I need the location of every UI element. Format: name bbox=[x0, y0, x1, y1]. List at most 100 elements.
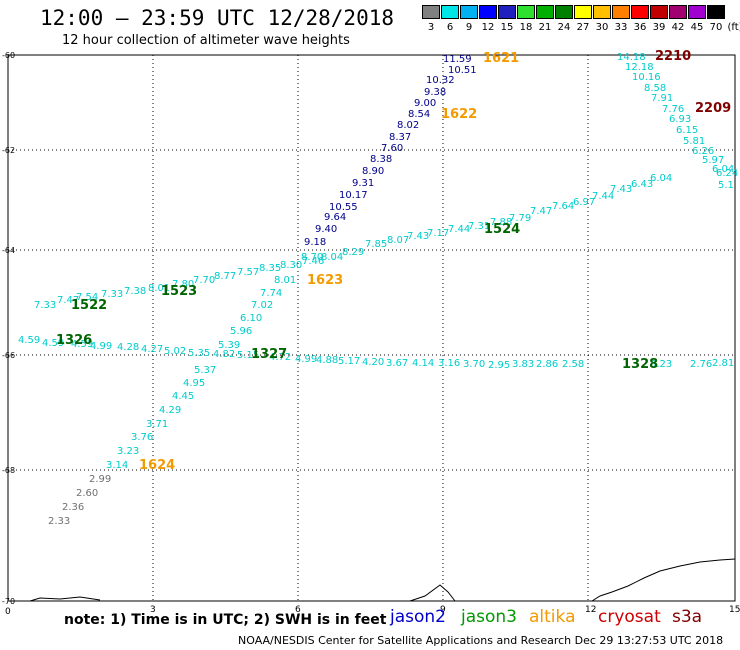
y-tick-label: -70 bbox=[2, 597, 15, 606]
legend-jason2: jason2 bbox=[390, 607, 446, 627]
chart-title: 12:00 – 23:59 UTC 12/28/2018 bbox=[40, 6, 395, 30]
time-label: 1621 bbox=[483, 51, 519, 66]
swh-value: 7.31 bbox=[468, 221, 490, 232]
swh-value: 6.04 bbox=[650, 173, 672, 184]
swh-value: 5.02 bbox=[164, 346, 186, 357]
altimeter-tracks: 11.5910.5110.329.389.008.548.028.377.608… bbox=[18, 52, 738, 527]
legend-swatch bbox=[631, 5, 649, 19]
swh-value: 5.17 bbox=[338, 356, 360, 367]
swh-value: 6.93 bbox=[669, 114, 691, 125]
swh-value: 6.10 bbox=[240, 313, 262, 324]
legend-swatch bbox=[688, 5, 706, 19]
swh-value: 3.23 bbox=[650, 359, 672, 370]
swh-value: 9.38 bbox=[424, 87, 446, 98]
swh-value: 4.28 bbox=[117, 342, 139, 353]
legend-swatch bbox=[498, 5, 516, 19]
swh-value: 10.16 bbox=[632, 72, 661, 83]
y-tick-label: -60 bbox=[2, 51, 15, 60]
time-label: 1327 bbox=[251, 347, 287, 362]
time-labels: 1621 1622 1623 1624 2210 2209 1524 1523 1522 1326… bbox=[56, 49, 731, 473]
swh-value: 14.18 bbox=[617, 52, 646, 63]
y-tick-label: -68 bbox=[2, 466, 15, 475]
swh-value: 4.99 bbox=[90, 341, 112, 352]
swh-value: 7.02 bbox=[251, 300, 273, 311]
swh-value: 8.38 bbox=[370, 154, 392, 165]
legend-bin-label: 9 bbox=[465, 22, 473, 33]
swh-value: 5.1 bbox=[718, 180, 734, 191]
swh-value: 2.76 bbox=[690, 359, 712, 370]
swh-value: 11.59 bbox=[443, 54, 472, 65]
swh-value: 7.38 bbox=[124, 286, 146, 297]
legend-bin-label: 42 bbox=[671, 22, 685, 33]
time-label: 2209 bbox=[695, 101, 731, 116]
axis-tick-labels: 0 3 6 9 12 15 -60 -62 -64 -66 -68 -70 bbox=[2, 51, 740, 617]
grid-lines bbox=[8, 55, 735, 601]
swh-value: 8.77 bbox=[214, 271, 236, 282]
swh-value: 3.70 bbox=[463, 359, 485, 370]
legend-swatch bbox=[555, 5, 573, 19]
swh-value: 4.72 bbox=[269, 352, 291, 363]
swh-value: 8.29 bbox=[342, 247, 364, 258]
x-tick-label: 0 bbox=[5, 607, 11, 617]
swh-value: 4.45 bbox=[172, 391, 194, 402]
legend-bin-label: 70 bbox=[709, 22, 723, 33]
swh-value: 7.17 bbox=[427, 228, 449, 239]
legend-swatch bbox=[536, 5, 554, 19]
swh-value: 2.86 bbox=[536, 359, 558, 370]
swh-value: 2.99 bbox=[89, 474, 111, 485]
swh-value: 12.18 bbox=[625, 62, 654, 73]
credit-line: NOAA/NESDIS Center for Satellite Applica… bbox=[238, 634, 724, 647]
time-label: 1524 bbox=[484, 222, 520, 237]
swh-value: 4.95 bbox=[183, 378, 205, 389]
swh-value: 6.04 bbox=[712, 164, 734, 175]
legend-cryosat: cryosat bbox=[598, 607, 661, 627]
time-label: 1326 bbox=[56, 333, 92, 348]
legend-bin-label: 30 bbox=[595, 22, 609, 33]
swh-value: 7.76 bbox=[662, 104, 684, 115]
time-label: 1624 bbox=[139, 458, 175, 473]
swh-value: 10.51 bbox=[448, 65, 477, 76]
swh-value: 6.97 bbox=[573, 197, 595, 208]
y-tick-label: -66 bbox=[2, 351, 15, 360]
y-tick-label: -64 bbox=[2, 246, 15, 255]
legend-swatch bbox=[650, 5, 668, 19]
x-tick-label: 12 bbox=[585, 605, 596, 615]
swh-value: 6.43 bbox=[631, 179, 653, 190]
swh-value: 8.30 bbox=[280, 260, 302, 271]
legend-bin-label: 45 bbox=[690, 22, 704, 33]
swh-value: 5.97 bbox=[702, 155, 724, 166]
swh-value: 2.95 bbox=[488, 360, 510, 371]
legend-bin-label: 3 bbox=[427, 22, 435, 33]
swh-value: 7.64 bbox=[552, 201, 574, 212]
x-tick-label: 15 bbox=[729, 605, 740, 615]
legend-swatch bbox=[517, 5, 535, 19]
swh-value: 5.37 bbox=[194, 365, 216, 376]
swh-value: 7.44 bbox=[448, 224, 470, 235]
swh-value: 7.70 bbox=[193, 275, 215, 286]
x-tick-label: 9 bbox=[440, 605, 446, 615]
swh-value: 8.04 bbox=[321, 252, 343, 263]
legend-swatch bbox=[479, 5, 497, 19]
swh-value: 8.54 bbox=[408, 109, 430, 120]
swh-value: 10.32 bbox=[426, 75, 455, 86]
time-label: 1623 bbox=[307, 273, 343, 288]
swh-value: 8.58 bbox=[644, 83, 666, 94]
legend-swatch bbox=[460, 5, 478, 19]
legend-bin-label: 6 bbox=[446, 22, 454, 33]
swh-value: 7.88 bbox=[490, 217, 512, 228]
swh-value: 7.74 bbox=[260, 288, 282, 299]
swh-value: 5.39 bbox=[218, 340, 240, 351]
coastline-mid bbox=[409, 584, 456, 602]
swh-value: 3.14 bbox=[106, 460, 128, 471]
swh-value: 8.37 bbox=[389, 132, 411, 143]
swh-value: 3.76 bbox=[131, 432, 153, 443]
legend-bin-label: 15 bbox=[500, 22, 514, 33]
x-tick-label: 3 bbox=[150, 605, 156, 615]
legend-swatch bbox=[422, 5, 440, 19]
legend-swatch bbox=[593, 5, 611, 19]
swh-value: 2.60 bbox=[76, 488, 98, 499]
swh-value: 2.81 bbox=[712, 358, 734, 369]
legend-altika: altika bbox=[529, 607, 576, 627]
swh-value: 7.85 bbox=[365, 239, 387, 250]
